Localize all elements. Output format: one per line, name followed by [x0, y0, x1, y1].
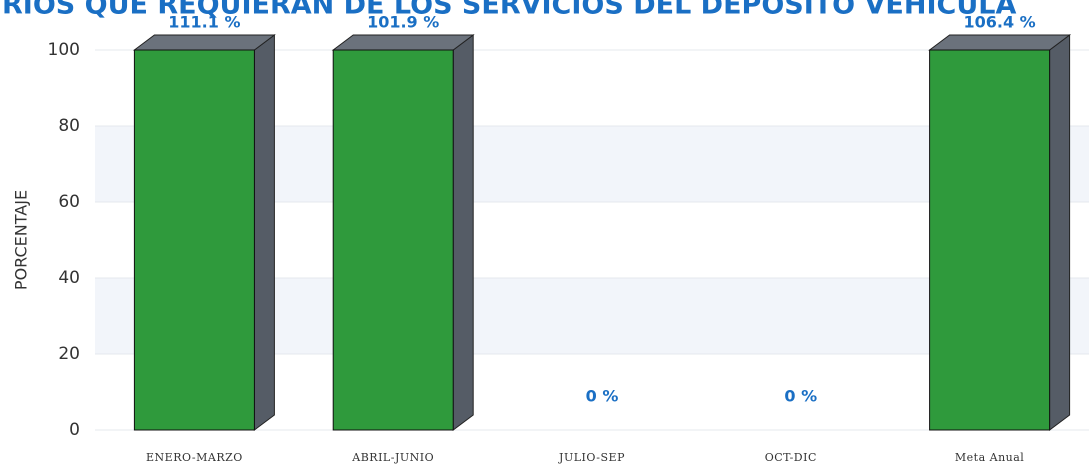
bar-side	[1049, 34, 1071, 431]
value-label: 0 %	[586, 387, 619, 406]
bar-top	[331, 34, 475, 51]
bar-top	[928, 34, 1072, 51]
bar-side	[253, 34, 275, 431]
bar	[929, 49, 1051, 431]
y-tick-label: 20	[58, 344, 80, 364]
bar-top	[132, 34, 276, 51]
value-label: 111.1 %	[168, 13, 240, 32]
y-axis-label: PORCENTAJE	[12, 190, 31, 290]
value-label: 106.4 %	[963, 13, 1035, 32]
chart-title: RIOS QUE REQUIERAN DE LOS SERVICIOS DEL …	[2, 0, 1016, 21]
x-tick-label: Meta Anual	[955, 451, 1024, 464]
x-tick-label: ABRIL-JUNIO	[351, 451, 434, 464]
x-tick-label: ENERO-MARZO	[146, 451, 243, 464]
y-tick-label: 40	[58, 268, 80, 288]
value-label: 0 %	[784, 387, 817, 406]
value-label: 101.9 %	[367, 13, 439, 32]
bar	[133, 49, 255, 431]
y-tick-label: 100	[48, 40, 80, 60]
bar	[332, 49, 454, 431]
y-tick-label: 80	[58, 116, 80, 136]
bar-side	[452, 34, 474, 431]
y-tick-label: 0	[69, 420, 80, 440]
x-tick-label: OCT-DIC	[765, 451, 817, 464]
y-tick-label: 60	[58, 192, 80, 212]
x-tick-label: JULIO-SEP	[558, 451, 625, 464]
